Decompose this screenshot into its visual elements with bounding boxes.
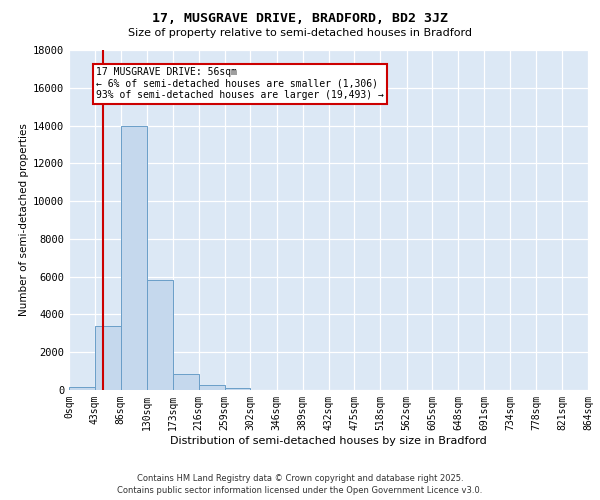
Y-axis label: Number of semi-detached properties: Number of semi-detached properties: [19, 124, 29, 316]
X-axis label: Distribution of semi-detached houses by size in Bradford: Distribution of semi-detached houses by …: [170, 436, 487, 446]
Bar: [69, 387, 95, 390]
Bar: [199, 384, 224, 390]
Bar: [224, 388, 250, 390]
Bar: [95, 326, 121, 390]
Text: 17 MUSGRAVE DRIVE: 56sqm
← 6% of semi-detached houses are smaller (1,306)
93% of: 17 MUSGRAVE DRIVE: 56sqm ← 6% of semi-de…: [96, 67, 384, 100]
Text: Size of property relative to semi-detached houses in Bradford: Size of property relative to semi-detach…: [128, 28, 472, 38]
Text: Contains HM Land Registry data © Crown copyright and database right 2025.
Contai: Contains HM Land Registry data © Crown c…: [118, 474, 482, 495]
Bar: [173, 374, 199, 390]
Bar: [147, 280, 173, 390]
Text: 17, MUSGRAVE DRIVE, BRADFORD, BD2 3JZ: 17, MUSGRAVE DRIVE, BRADFORD, BD2 3JZ: [152, 12, 448, 26]
Bar: [121, 126, 147, 390]
